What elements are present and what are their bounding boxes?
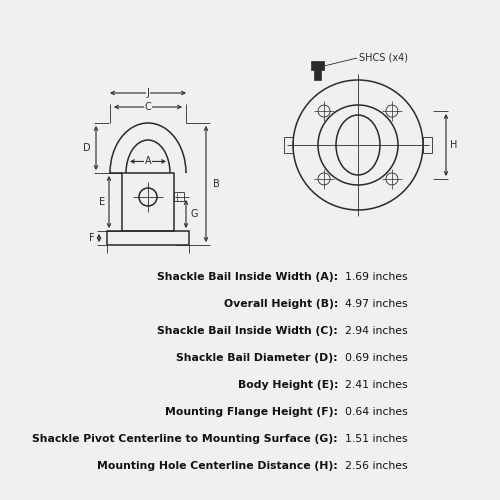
Text: G: G — [190, 209, 198, 219]
Text: Body Height (E):: Body Height (E): — [238, 380, 338, 390]
Text: J: J — [146, 88, 150, 98]
Text: B: B — [212, 179, 220, 189]
Text: Overall Height (B):: Overall Height (B): — [224, 299, 338, 309]
Text: Shackle Bail Inside Width (A):: Shackle Bail Inside Width (A): — [157, 272, 338, 282]
Bar — [284, 137, 293, 153]
Text: H: H — [450, 140, 458, 150]
Bar — [122, 173, 174, 231]
Text: E: E — [99, 197, 105, 207]
Text: Shackle Bail Diameter (D):: Shackle Bail Diameter (D): — [176, 353, 338, 363]
Bar — [423, 137, 432, 153]
Text: 0.64 inches: 0.64 inches — [345, 407, 408, 417]
Text: 2.56 inches: 2.56 inches — [345, 461, 408, 471]
Bar — [174, 192, 184, 201]
Text: C: C — [144, 102, 152, 112]
Bar — [311, 61, 324, 70]
Text: Mounting Flange Height (F):: Mounting Flange Height (F): — [165, 407, 338, 417]
Text: 2.94 inches: 2.94 inches — [345, 326, 408, 336]
Text: Mounting Hole Centerline Distance (H):: Mounting Hole Centerline Distance (H): — [97, 461, 338, 471]
Text: F: F — [89, 233, 95, 243]
Text: Shackle Pivot Centerline to Mounting Surface (G):: Shackle Pivot Centerline to Mounting Sur… — [32, 434, 338, 444]
Text: Shackle Bail Inside Width (C):: Shackle Bail Inside Width (C): — [157, 326, 338, 336]
Bar — [314, 70, 321, 80]
Text: D: D — [83, 143, 91, 153]
Text: 1.69 inches: 1.69 inches — [345, 272, 408, 282]
Text: A: A — [144, 156, 152, 166]
Text: 2.41 inches: 2.41 inches — [345, 380, 408, 390]
Text: 1.51 inches: 1.51 inches — [345, 434, 408, 444]
Text: 4.97 inches: 4.97 inches — [345, 299, 408, 309]
Text: 0.69 inches: 0.69 inches — [345, 353, 408, 363]
Bar — [107, 231, 189, 245]
Text: SHCS (x4): SHCS (x4) — [359, 53, 408, 63]
